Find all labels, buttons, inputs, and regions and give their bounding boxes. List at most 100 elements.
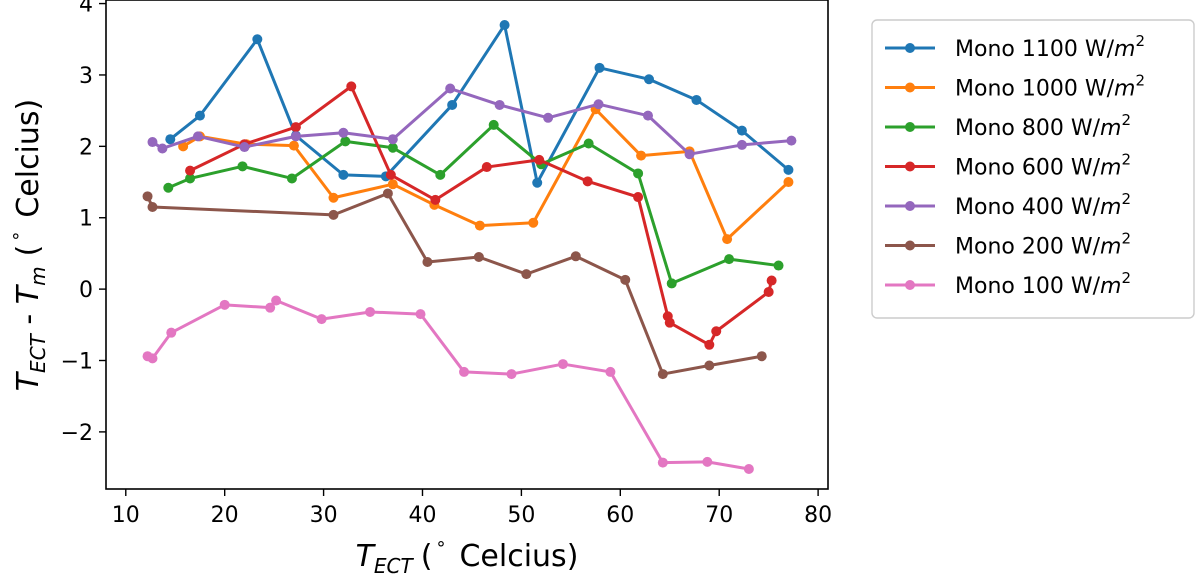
legend-unit: W/ <box>1071 195 1101 220</box>
legend-series-name: Mono 200 <box>955 235 1071 260</box>
legend-unit-var: m <box>1100 274 1121 299</box>
y-axis-label-close: ) <box>11 99 46 111</box>
data-point <box>185 165 196 176</box>
legend-swatch-marker <box>905 43 915 53</box>
data-point <box>473 251 484 262</box>
x-tick-label: 20 <box>211 503 239 528</box>
y-tick-label: 1 <box>79 207 93 232</box>
data-point <box>620 274 631 285</box>
data-point <box>583 138 594 149</box>
legend-unit-var: m <box>1114 37 1135 62</box>
legend-unit: W/ <box>1085 77 1115 102</box>
legend-swatch-marker <box>905 201 915 211</box>
data-point <box>387 134 398 145</box>
legend-series-name: Mono 400 <box>955 195 1071 220</box>
data-point <box>382 188 393 199</box>
plot-area <box>142 19 797 475</box>
legend-series-name: Mono 1100 <box>955 37 1085 62</box>
legend-item: Mono 800 W/m2 <box>885 111 1131 141</box>
data-point <box>415 309 426 320</box>
legend-swatch-marker <box>905 122 915 132</box>
y-axis-label-symbol: T <box>11 370 46 391</box>
x-axis-label-symbol: T <box>356 539 377 574</box>
data-point <box>178 141 189 152</box>
data-point <box>684 149 695 160</box>
y-axis-label: TECT - Tm(°Celcius) <box>10 99 50 392</box>
legend-swatch-marker <box>905 161 915 172</box>
data-point <box>142 191 153 202</box>
data-point <box>499 19 510 30</box>
data-point <box>664 317 675 328</box>
legend-label: Mono 600 W/m2 <box>955 151 1131 181</box>
x-axis-label-unit: Celcius <box>459 539 566 574</box>
legend-item: Mono 100 W/m2 <box>885 269 1131 299</box>
data-point <box>532 177 543 188</box>
data-point <box>593 99 604 110</box>
y-axis-label-subscript2: m <box>26 266 50 285</box>
data-point <box>666 278 677 289</box>
data-point <box>642 110 653 121</box>
data-point <box>239 142 250 153</box>
data-point <box>506 369 517 380</box>
legend-frame <box>871 19 1195 319</box>
data-point <box>711 326 722 337</box>
legend-unit-var: m <box>1100 156 1121 181</box>
data-point <box>702 456 713 467</box>
data-point <box>340 136 351 147</box>
data-point <box>290 122 301 133</box>
x-tick-label: 70 <box>705 503 733 528</box>
data-point <box>387 179 398 190</box>
data-point <box>521 269 532 280</box>
y-tick-label: −2 <box>61 421 93 446</box>
y-axis-label-minus: - <box>11 304 46 334</box>
legend-unit-var: m <box>1100 235 1121 260</box>
data-point <box>166 327 177 338</box>
series-line <box>167 123 779 285</box>
data-point <box>288 140 299 151</box>
series-mono-600 <box>185 81 777 350</box>
legend-unit: W/ <box>1071 156 1101 181</box>
data-point <box>633 192 644 203</box>
y-axis-label-subscript: ECT <box>26 332 50 373</box>
data-point <box>447 99 458 110</box>
data-point <box>543 112 554 123</box>
legend-unit-var: m <box>1114 77 1135 102</box>
data-point <box>528 217 539 228</box>
y-tick-label: 3 <box>79 64 93 89</box>
legend-swatch-marker <box>905 280 915 290</box>
data-point <box>338 169 349 180</box>
legend-label: Mono 400 W/m2 <box>955 190 1131 220</box>
x-axis-label-degree: ° <box>436 538 445 559</box>
series-mono-200 <box>142 188 767 380</box>
y-axis-label-degree: ° <box>10 232 31 241</box>
y-axis-label-open: ( <box>11 245 46 257</box>
x-tick-label: 50 <box>507 503 535 528</box>
legend-unit-exp: 2 <box>1135 32 1145 50</box>
data-point <box>773 260 784 271</box>
data-point <box>194 110 205 121</box>
legend-swatch-marker <box>905 240 915 251</box>
legend-series-name: Mono 600 <box>955 156 1071 181</box>
legend-item: Mono 600 W/m2 <box>885 151 1131 181</box>
legend-series-name: Mono 1000 <box>955 77 1085 102</box>
data-point <box>445 83 456 94</box>
data-point <box>570 251 581 262</box>
data-point <box>704 360 715 371</box>
legend-item: Mono 1100 W/m2 <box>885 32 1145 62</box>
data-point <box>736 125 747 136</box>
data-point <box>387 142 398 153</box>
legend-unit-exp: 2 <box>1135 72 1145 90</box>
legend-label: Mono 1000 W/m2 <box>955 72 1145 102</box>
data-point <box>763 286 774 297</box>
data-point <box>328 209 339 220</box>
legend-unit-var: m <box>1100 195 1121 220</box>
series-line <box>189 84 774 347</box>
x-axis-label-open: ( <box>421 539 433 574</box>
y-tick-label: 2 <box>79 135 93 160</box>
x-tick-label: 60 <box>606 503 634 528</box>
data-point <box>252 34 263 45</box>
data-point <box>290 131 301 142</box>
legend-label: Mono 1100 W/m2 <box>955 32 1145 62</box>
